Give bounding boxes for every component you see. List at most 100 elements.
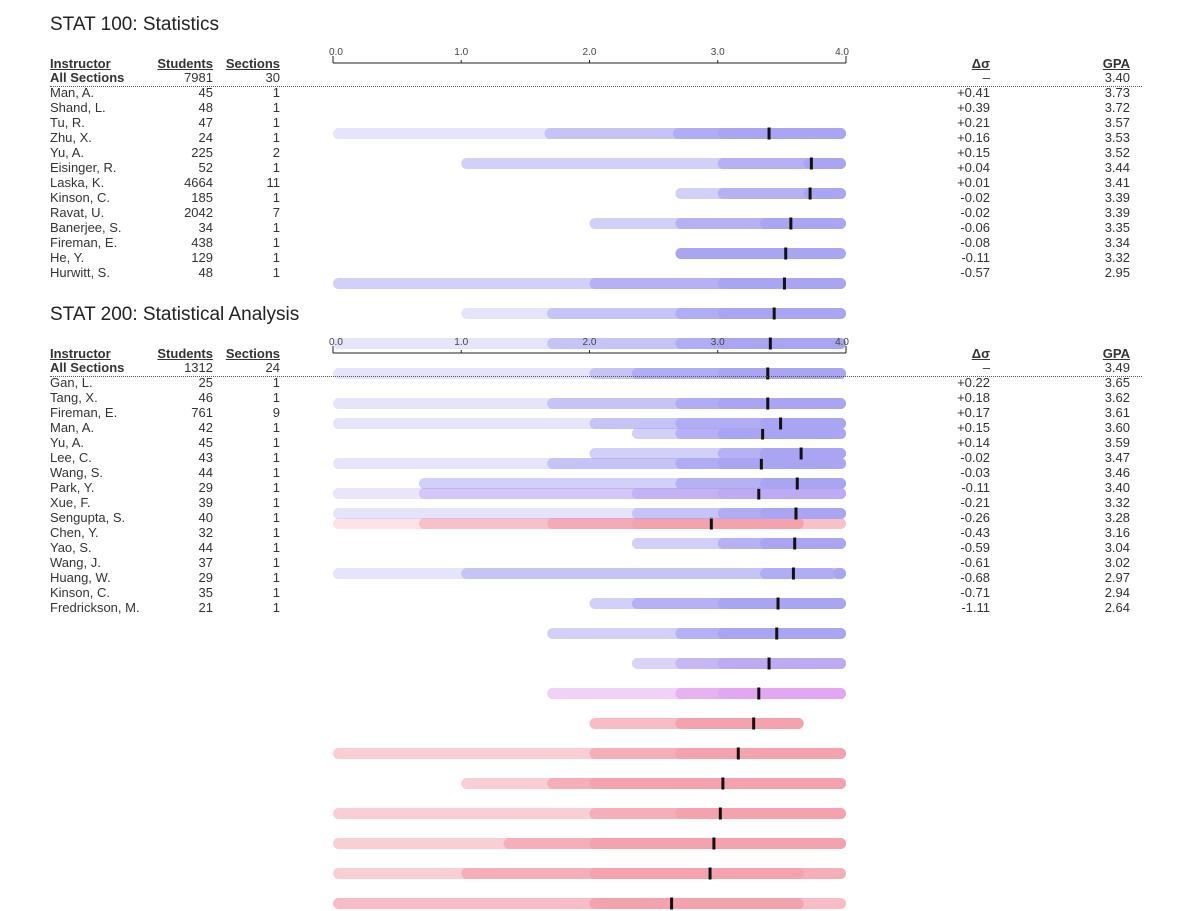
table-row[interactable]: Yu, A. 225 2 +0.15 3.52 <box>0 145 1200 290</box>
table-row[interactable]: Park, Y. 29 1 -0.11 3.40 <box>0 480 1200 670</box>
cell-instructor: Gan, L. <box>50 375 93 390</box>
table-row[interactable]: He, Y. 129 1 -0.11 3.32 <box>0 250 1200 500</box>
table-row[interactable]: Sengupta, S. 40 1 -0.26 3.28 <box>0 510 1200 730</box>
distribution-band <box>675 718 804 729</box>
column-header-students[interactable]: Students <box>157 346 213 361</box>
column-header-sections[interactable]: Sections <box>225 346 280 361</box>
mean-gpa-marker <box>793 537 797 550</box>
table-row[interactable]: Fireman, E. 438 1 -0.08 3.34 <box>0 235 1200 470</box>
table-row[interactable]: Kinson, C. 35 1 -0.71 2.94 <box>0 585 1200 880</box>
mean-gpa-marker <box>670 897 674 910</box>
cell-students: 37 <box>198 555 213 570</box>
cell-sections: 1 <box>272 265 280 280</box>
table-row[interactable]: Hurwitt, S. 48 1 -0.57 2.95 <box>0 265 1200 530</box>
column-header-gpa[interactable]: GPA <box>1102 56 1130 71</box>
cell-gpa: 3.60 <box>1104 420 1130 435</box>
table-row[interactable]: Chen, Y. 32 1 -0.43 3.16 <box>0 525 1200 760</box>
column-header-instructor[interactable]: Instructor <box>50 56 111 71</box>
cell-gpa: 3.28 <box>1104 510 1130 525</box>
cell-gpa: 3.16 <box>1104 525 1130 540</box>
cell-delta: +0.21 <box>957 115 990 130</box>
table-row[interactable]: Yao, S. 44 1 -0.59 3.04 <box>0 540 1200 790</box>
cell-gpa: 3.47 <box>1104 450 1130 465</box>
cell-instructor: Yu, A. <box>50 435 84 450</box>
table-row[interactable]: Fredrickson, M. 21 1 -1.11 2.64 <box>0 600 1200 910</box>
cell-delta: +0.22 <box>957 375 990 390</box>
mean-gpa-marker <box>789 217 793 230</box>
axis-tick-label: 0.0 <box>329 337 343 348</box>
cell-delta: -0.03 <box>960 465 990 480</box>
distribution-band <box>717 488 846 499</box>
cell-instructor: Man, A. <box>50 85 95 100</box>
grade-distribution-bar <box>589 217 846 230</box>
table-row[interactable]: Laska, K. 4664 11 +0.01 3.41 <box>0 175 1200 350</box>
all-sections-row[interactable]: All Sections 7981 30 – 3.40 <box>0 70 1200 140</box>
cell-gpa: 3.44 <box>1104 160 1130 175</box>
course-title: STAT 100: Statistics <box>50 14 219 35</box>
distribution-band <box>675 748 846 759</box>
grade-distribution-bar <box>631 537 846 550</box>
cell-sections: 1 <box>272 435 280 450</box>
cell-gpa: 3.59 <box>1104 435 1130 450</box>
column-header-students[interactable]: Students <box>157 56 213 71</box>
table-row[interactable]: Gan, L. 25 1 +0.22 3.65 <box>0 375 1200 460</box>
cell-delta: +0.41 <box>957 85 990 100</box>
cell-gpa: 3.35 <box>1104 220 1130 235</box>
cell-students: 32 <box>198 525 213 540</box>
cell-students: 225 <box>191 145 213 160</box>
cell-students: 45 <box>198 435 213 450</box>
table-row[interactable]: Man, A. 42 1 +0.15 3.60 <box>0 420 1200 550</box>
grade-distribution-bar <box>547 627 846 640</box>
column-header-instructor[interactable]: Instructor <box>50 346 111 361</box>
table-row[interactable]: Man, A. 45 1 +0.41 3.73 <box>0 85 1200 170</box>
grade-distribution-bar <box>333 867 846 880</box>
cell-delta: -0.57 <box>960 265 990 280</box>
table-row[interactable]: Xue, F. 39 1 -0.21 3.32 <box>0 495 1200 700</box>
cell-instructor: Yao, S. <box>50 540 92 555</box>
cell-delta: -0.71 <box>960 585 990 600</box>
distribution-band <box>717 658 846 669</box>
cell-sections: 1 <box>272 130 280 145</box>
cell-sections: 1 <box>272 450 280 465</box>
cell-delta: – <box>982 360 990 375</box>
cell-sections: 7 <box>272 205 280 220</box>
cell-sections: 30 <box>265 70 280 85</box>
grade-distribution-bar <box>333 417 846 430</box>
table-row[interactable]: Wang, J. 37 1 -0.61 3.02 <box>0 555 1200 820</box>
table-row[interactable]: Lee, C. 43 1 -0.02 3.47 <box>0 450 1200 610</box>
table-row[interactable]: Ravat, U. 2042 7 -0.02 3.39 <box>0 205 1200 410</box>
table-row[interactable]: Yu, A. 45 1 +0.14 3.59 <box>0 435 1200 580</box>
table-row[interactable]: Huang, W. 29 1 -0.68 2.97 <box>0 570 1200 850</box>
distribution-band <box>717 458 846 469</box>
table-row[interactable]: Fireman, E. 761 9 +0.17 3.61 <box>0 405 1200 520</box>
table-row[interactable]: Tang, X. 46 1 +0.18 3.62 <box>0 390 1200 490</box>
mean-gpa-marker <box>752 717 756 730</box>
cell-gpa: 2.97 <box>1104 570 1130 585</box>
cell-students: 129 <box>191 250 213 265</box>
table-row[interactable]: Eisinger, R. 52 1 +0.04 3.44 <box>0 160 1200 320</box>
column-header-gpa[interactable]: GPA <box>1102 346 1130 361</box>
table-row[interactable]: Wang, S. 44 1 -0.03 3.46 <box>0 465 1200 640</box>
cell-gpa: 2.95 <box>1104 265 1130 280</box>
grade-distribution-bar <box>333 337 846 350</box>
table-row[interactable]: Shand, L. 48 1 +0.39 3.72 <box>0 100 1200 200</box>
mean-gpa-marker <box>795 477 799 490</box>
separator-line <box>50 86 1142 87</box>
table-row[interactable]: Zhu, X. 24 1 +0.16 3.53 <box>0 130 1200 260</box>
grade-distribution-bar <box>589 597 846 610</box>
grade-distribution-bar <box>333 837 846 850</box>
column-header-delta[interactable]: Δσ <box>971 56 990 71</box>
column-header-sections[interactable]: Sections <box>225 56 280 71</box>
cell-sections: 1 <box>272 220 280 235</box>
mean-gpa-marker <box>791 567 795 580</box>
cell-sections: 1 <box>272 85 280 100</box>
all-sections-row[interactable]: All Sections 1312 24 – 3.49 <box>0 360 1200 430</box>
distribution-band <box>717 428 846 439</box>
column-header-delta[interactable]: Δσ <box>971 346 990 361</box>
table-row[interactable]: Banerjee, S. 34 1 -0.06 3.35 <box>0 220 1200 440</box>
cell-sections: 1 <box>272 250 280 265</box>
table-row[interactable]: Kinson, C. 185 1 -0.02 3.39 <box>0 190 1200 380</box>
table-row[interactable]: Tu, R. 47 1 +0.21 3.57 <box>0 115 1200 230</box>
distribution-band <box>631 518 804 529</box>
cell-instructor: Ravat, U. <box>50 205 105 220</box>
